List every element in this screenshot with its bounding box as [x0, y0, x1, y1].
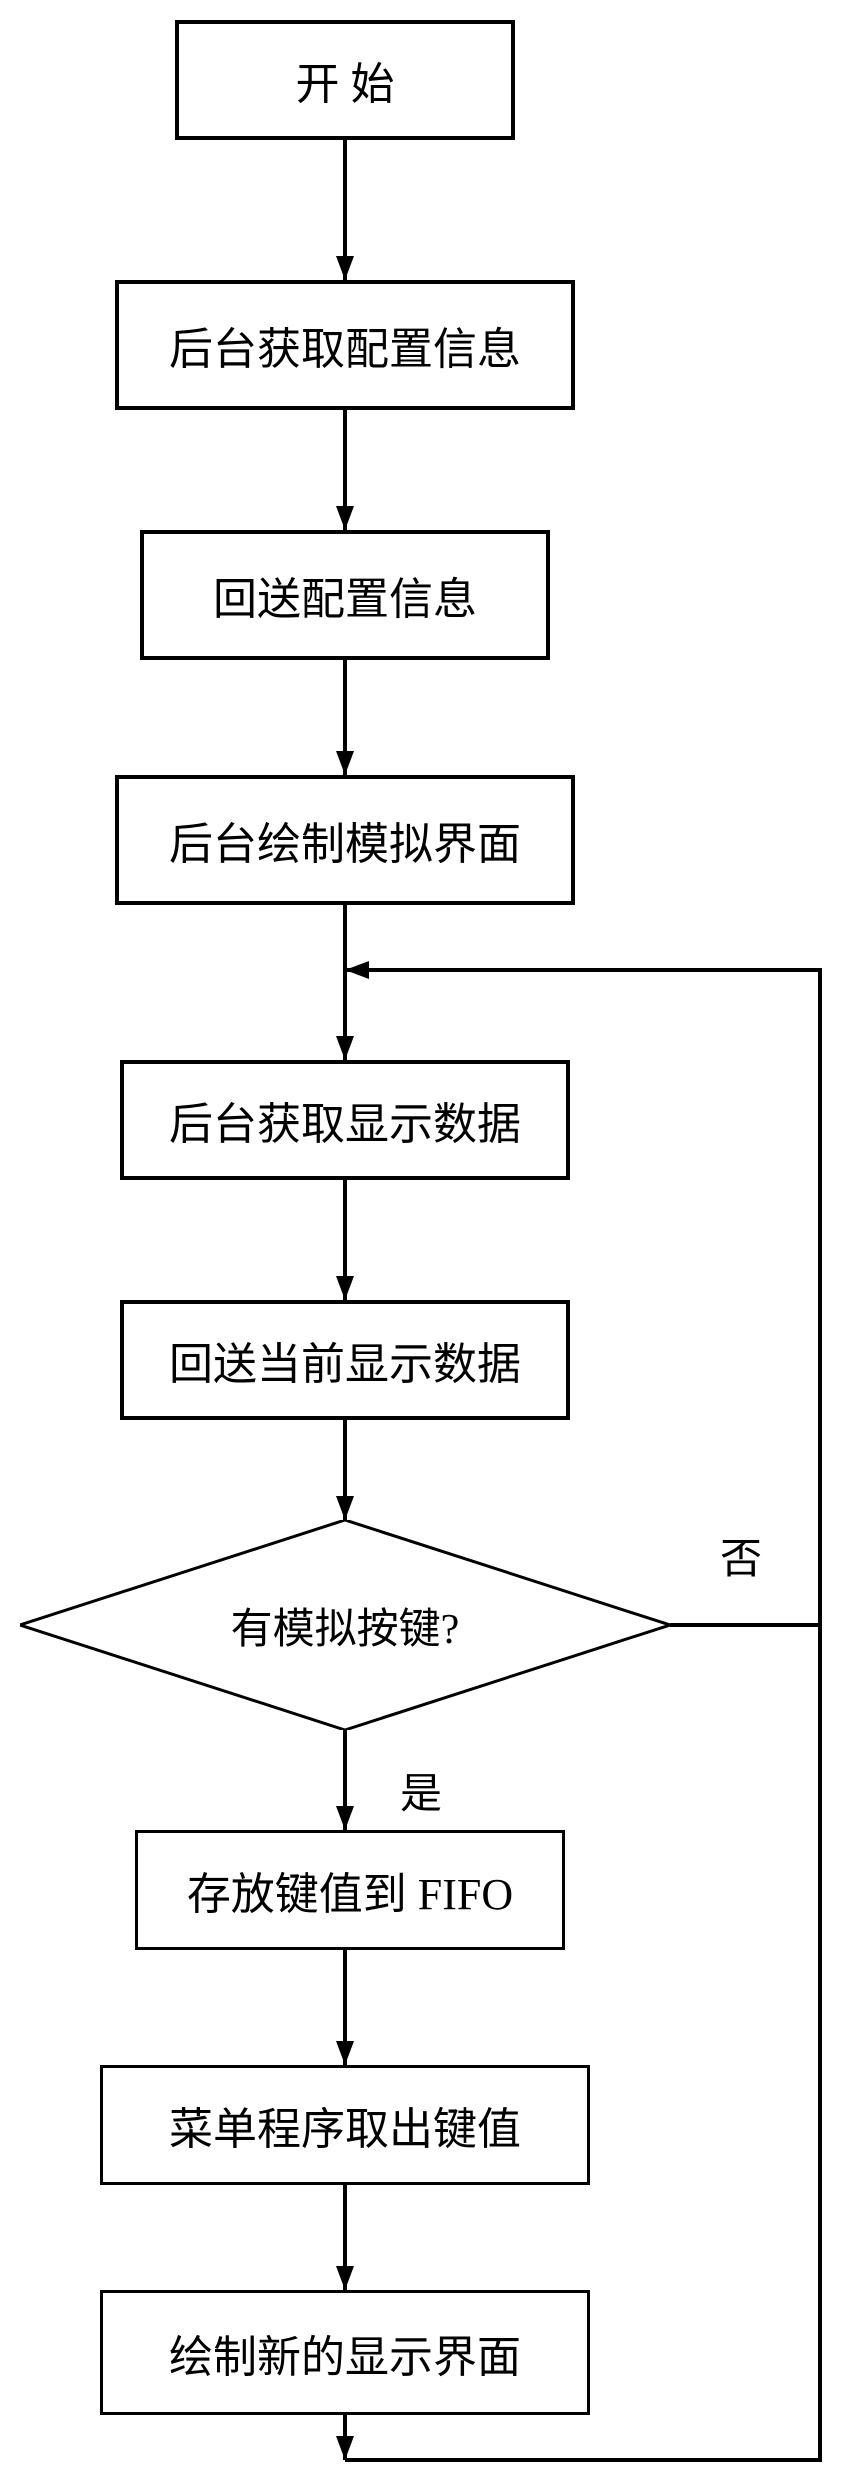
edge-label: 是: [400, 1760, 442, 1821]
node-n9: 绘制新的显示界面: [100, 2290, 590, 2415]
node-label: 菜单程序取出键值: [169, 2093, 521, 2157]
node-n4: 后台获取显示数据: [120, 1060, 570, 1180]
node-n5: 回送当前显示数据: [120, 1300, 570, 1420]
node-n8: 菜单程序取出键值: [100, 2065, 590, 2185]
node-label: 开 始: [296, 48, 395, 112]
node-label: 有模拟按键?: [20, 1520, 670, 1730]
flowchart: 开 始后台获取配置信息回送配置信息后台绘制模拟界面后台获取显示数据回送当前显示数…: [0, 0, 845, 2472]
node-n1: 后台获取配置信息: [115, 280, 575, 410]
node-label: 回送当前显示数据: [169, 1328, 521, 1392]
node-label: 后台绘制模拟界面: [169, 808, 521, 872]
node-label: 回送配置信息: [213, 563, 477, 627]
node-n7: 存放键值到 FIFO: [135, 1830, 565, 1950]
node-n3: 后台绘制模拟界面: [115, 775, 575, 905]
node-label: 后台获取显示数据: [169, 1088, 521, 1152]
edge-label: 否: [720, 1525, 762, 1586]
node-n6: 有模拟按键?: [20, 1520, 670, 1730]
node-label: 后台获取配置信息: [169, 313, 521, 377]
node-label: 存放键值到 FIFO: [187, 1858, 513, 1922]
node-n0: 开 始: [175, 20, 515, 140]
node-n2: 回送配置信息: [140, 530, 550, 660]
node-label: 绘制新的显示界面: [169, 2321, 521, 2385]
